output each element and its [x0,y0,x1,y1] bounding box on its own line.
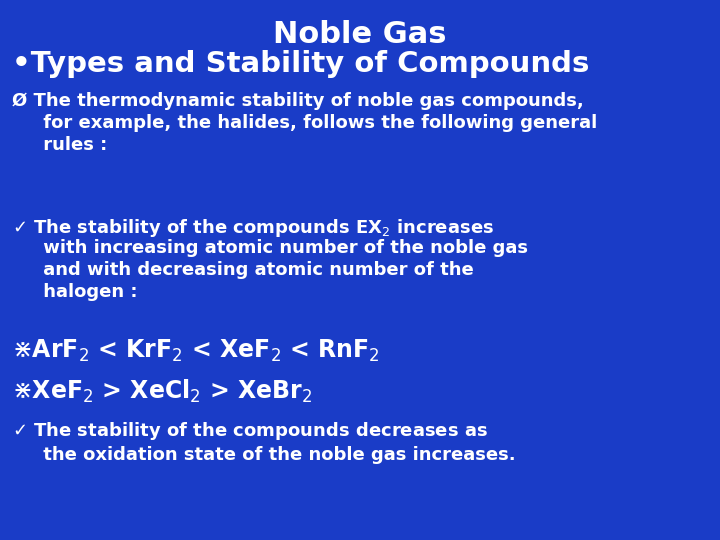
Text: Ø The thermodynamic stability of noble gas compounds,
     for example, the hali: Ø The thermodynamic stability of noble g… [12,92,598,154]
Text: with increasing atomic number of the noble gas
     and with decreasing atomic n: with increasing atomic number of the nob… [12,239,528,301]
Text: $\divideontimes$ArF$_2$ < KrF$_2$ < XeF$_2$ < RnF$_2$: $\divideontimes$ArF$_2$ < KrF$_2$ < XeF$… [12,338,379,364]
Text: $\checkmark$ The stability of the compounds decreases as
     the oxidation stat: $\checkmark$ The stability of the compou… [12,420,516,464]
Text: •Types and Stability of Compounds: •Types and Stability of Compounds [12,50,590,78]
Text: $\divideontimes$XeF$_2$ > XeCl$_2$ > XeBr$_2$: $\divideontimes$XeF$_2$ > XeCl$_2$ > XeB… [12,378,312,405]
Text: Noble Gas: Noble Gas [274,20,446,49]
Text: $\checkmark$ The stability of the compounds EX$_2$ increases: $\checkmark$ The stability of the compou… [12,217,494,239]
